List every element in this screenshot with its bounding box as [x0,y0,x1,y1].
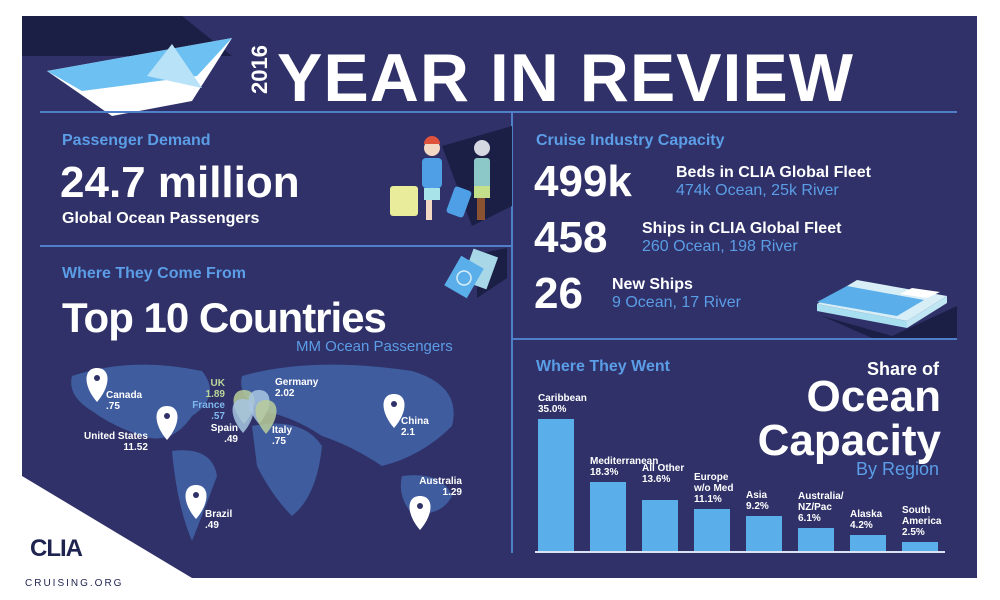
origins-heading: Where They Come From [62,265,247,282]
beds-value: 499k [534,157,632,206]
value-label: 35.0% [538,404,567,415]
value-label: 2.5% [902,526,925,538]
clia-logo: CLIA [30,535,83,562]
new-ships-label: New Ships [612,276,693,293]
country-label: United States 11.52 [84,431,148,453]
capacity-heading: Cruise Industry Capacity [536,132,725,149]
bar-label: Caribbean 35.0% [538,393,598,415]
origins-title: Top 10 Countries [62,294,387,341]
chart-title-line3: Capacity [757,416,941,465]
country-label: Canada .75 [106,390,143,412]
new-ships-value: 26 [534,269,583,318]
logo-corner [22,476,192,578]
bar-1 [590,481,626,551]
pin-icon [383,394,405,428]
category-label: Europe w/o Med [694,472,734,495]
paper-boat-icon [22,16,232,116]
passport-icon [444,248,507,299]
value-label: 13.6% [642,473,671,485]
country-label: Australia 1.29 [419,476,462,498]
bar-6 [850,535,886,551]
bar-2 [642,499,678,551]
category-label: South America [902,504,942,527]
divider [511,113,513,553]
travelers-icon [390,126,512,226]
country-label: Brazil .49 [205,509,233,531]
ships-detail: 260 Ocean, 198 River [642,238,798,255]
destinations-heading: Where They Went [536,358,670,375]
pin-icon [255,400,277,434]
pin-icon [409,496,431,530]
bar-7 [902,541,938,551]
country-label: China 2.1 [401,416,429,438]
value-label: 4.2% [850,520,873,532]
category-label: Alaska [850,509,883,521]
infographic-panel: 2016 YEAR IN REVIEW Passenger Demand 24.… [22,16,977,578]
category-label: Australia/ NZ/Pac [798,490,844,513]
passenger-demand-heading: Passenger Demand [62,132,211,149]
ships-value: 458 [534,213,608,262]
chart-title-line4: By Region [855,459,939,479]
bar-4 [746,516,782,551]
bar-label: All Other 13.6% [642,463,686,485]
value-label: 18.3% [590,466,619,478]
ships-label: Ships in CLIA Global Fleet [642,220,842,237]
category-label: Caribbean [538,393,587,404]
country-label: Italy .75 [272,425,293,447]
pin-icon [156,406,178,440]
chart-title-line2: Ocean [806,372,941,421]
bar-5 [798,527,834,551]
bar-chart: Caribbean 35.0% Mediterranean 18.3% All Othe… [22,16,977,578]
country-label: Spain .49 [210,423,238,445]
pin-icon [185,485,207,519]
bar-label: Asia 9.2% [746,490,806,512]
bar-label: Europe w/o Med 11.1% [694,472,738,505]
value-label: 9.2% [746,501,769,513]
origins-subtitle: MM Ocean Passengers [296,338,453,355]
bar-label: Alaska 4.2% [850,509,910,531]
logo-site: CRUISING.ORG [25,578,124,589]
value-label: 6.1% [798,512,821,524]
map-pins [22,368,431,578]
bar-label: South America 2.5% [902,505,946,538]
category-label: Asia [746,490,768,502]
page-title: YEAR IN REVIEW [277,40,854,116]
beds-detail: 474k Ocean, 25k River [676,182,839,199]
bar-label: Mediterranean 18.3% [590,455,659,478]
pin-icon [86,368,108,402]
chart-title-line1: Share of [866,359,939,379]
value-label: 11.1% [694,494,722,506]
country-label: Germany 2.02 [275,377,319,399]
category-label: Mediterranean [590,455,659,467]
beds-label: Beds in CLIA Global Fleet [676,164,871,181]
passenger-demand-value: 24.7 million [60,158,300,207]
pin-icon [232,399,254,433]
bed-icon [817,280,957,338]
divider [40,111,957,113]
category-label: All Other [642,462,685,474]
bar-3 [694,509,730,551]
divider [513,338,957,340]
divider [40,245,511,247]
bar-0 [538,419,574,551]
country-label: France .57 [192,400,225,422]
country-label: UK 1.89 [205,378,225,400]
new-ships-detail: 9 Ocean, 17 River [612,294,741,311]
bar-label: Australia/ NZ/Pac 6.1% [798,490,844,524]
chart-baseline [535,551,945,553]
passenger-demand-caption: Global Ocean Passengers [62,210,260,227]
